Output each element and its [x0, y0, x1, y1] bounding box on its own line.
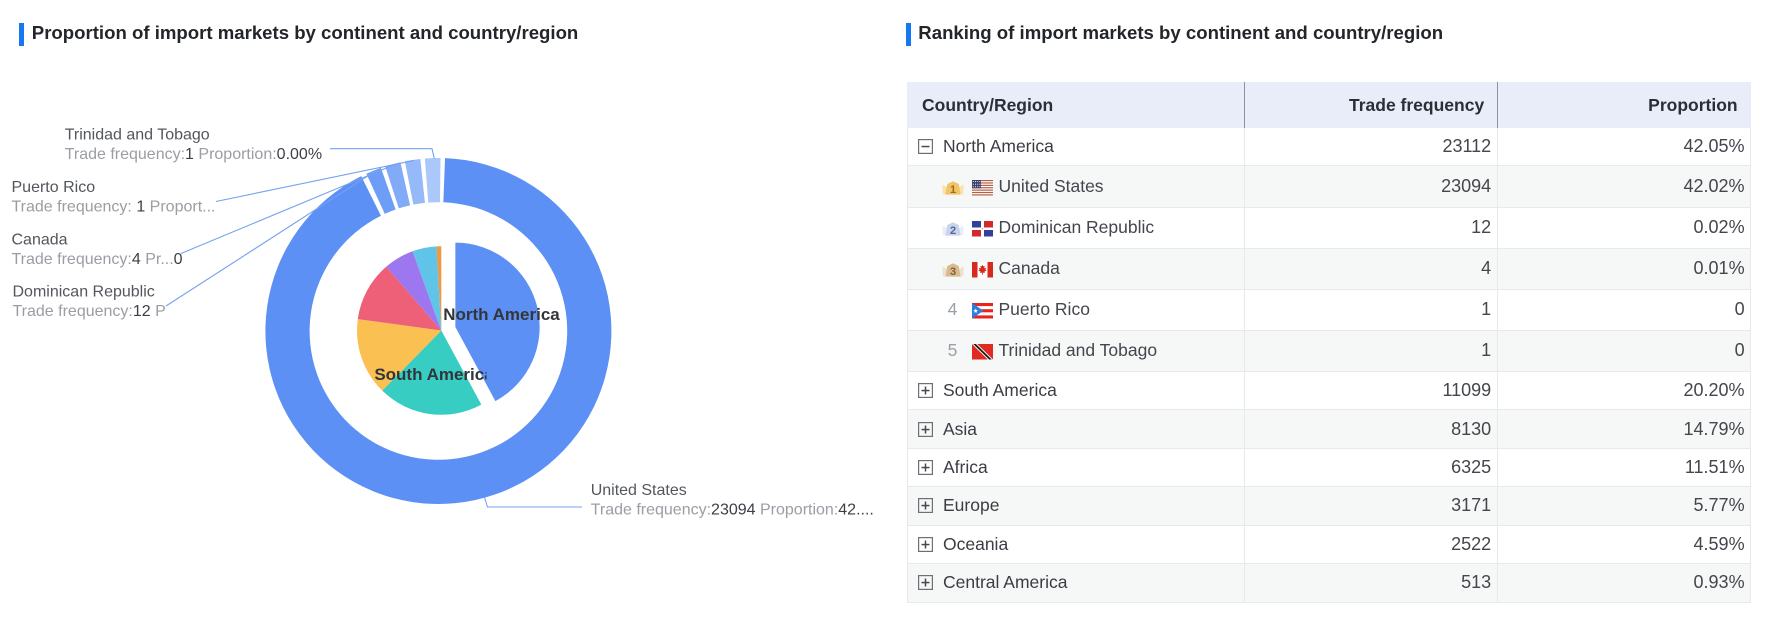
svg-text:United States: United States [591, 482, 687, 499]
svg-text:Trinidad and Tobago: Trinidad and Tobago [65, 127, 210, 144]
svg-text:Trade frequency:1 Proportion:0: Trade frequency:1 Proportion:0.00% [65, 146, 322, 163]
svg-text:1: 1 [949, 184, 955, 196]
svg-text:Canada: Canada [12, 232, 68, 249]
svg-text:2: 2 [949, 225, 955, 237]
svg-text:North America: North America [443, 305, 560, 324]
svg-text:Trade frequency:12 P: Trade frequency:12 P [13, 303, 166, 320]
svg-text:South America: South America [374, 365, 494, 384]
svg-text:Puerto Rico: Puerto Rico [12, 179, 96, 196]
svg-text:Dominican Republic: Dominican Republic [13, 284, 155, 301]
svg-text:Trade frequency:23094 Proporti: Trade frequency:23094 Proportion:42.... [591, 502, 874, 519]
svg-text:Trade frequency:4 Pr...0: Trade frequency:4 Pr...0 [12, 251, 183, 268]
svg-text:3: 3 [949, 266, 955, 278]
svg-text:Trade frequency: 1 Proport...: Trade frequency: 1 Proport... [12, 199, 216, 216]
